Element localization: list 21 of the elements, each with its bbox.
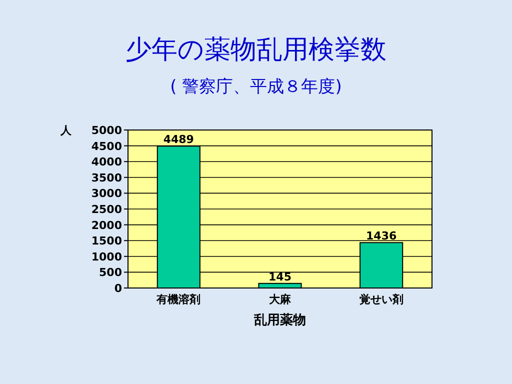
y-tick-label: 4000 bbox=[91, 156, 122, 169]
x-tick-label: 有機溶剤 bbox=[156, 293, 201, 306]
chart-subtitle: ( 警察庁、平成８年度) bbox=[170, 77, 342, 97]
y-tick-label: 0 bbox=[114, 282, 122, 295]
y-tick-label: 1500 bbox=[91, 234, 122, 248]
x-tick-label: 覚せい剤 bbox=[359, 293, 404, 306]
data-label: 145 bbox=[268, 270, 292, 284]
y-tick-label: 1000 bbox=[91, 250, 122, 264]
y-tick-label: 500 bbox=[99, 266, 122, 280]
y-tick-label: 2000 bbox=[91, 218, 122, 232]
x-axis-title: 乱用薬物 bbox=[253, 312, 306, 328]
data-label: 1436 bbox=[366, 230, 397, 243]
y-axis-title: 人 bbox=[60, 124, 72, 137]
chart-title: 少年の薬物乱用検挙数 bbox=[126, 35, 386, 65]
data-label: 4489 bbox=[163, 133, 194, 146]
y-tick-label: 4500 bbox=[91, 140, 122, 153]
y-tick-label: 3500 bbox=[91, 171, 122, 184]
x-tick-label: 大麻 bbox=[269, 293, 292, 306]
y-tick-label: 3000 bbox=[91, 187, 122, 200]
y-tick-label: 5000 bbox=[91, 124, 122, 137]
y-tick-label: 2500 bbox=[91, 203, 122, 216]
